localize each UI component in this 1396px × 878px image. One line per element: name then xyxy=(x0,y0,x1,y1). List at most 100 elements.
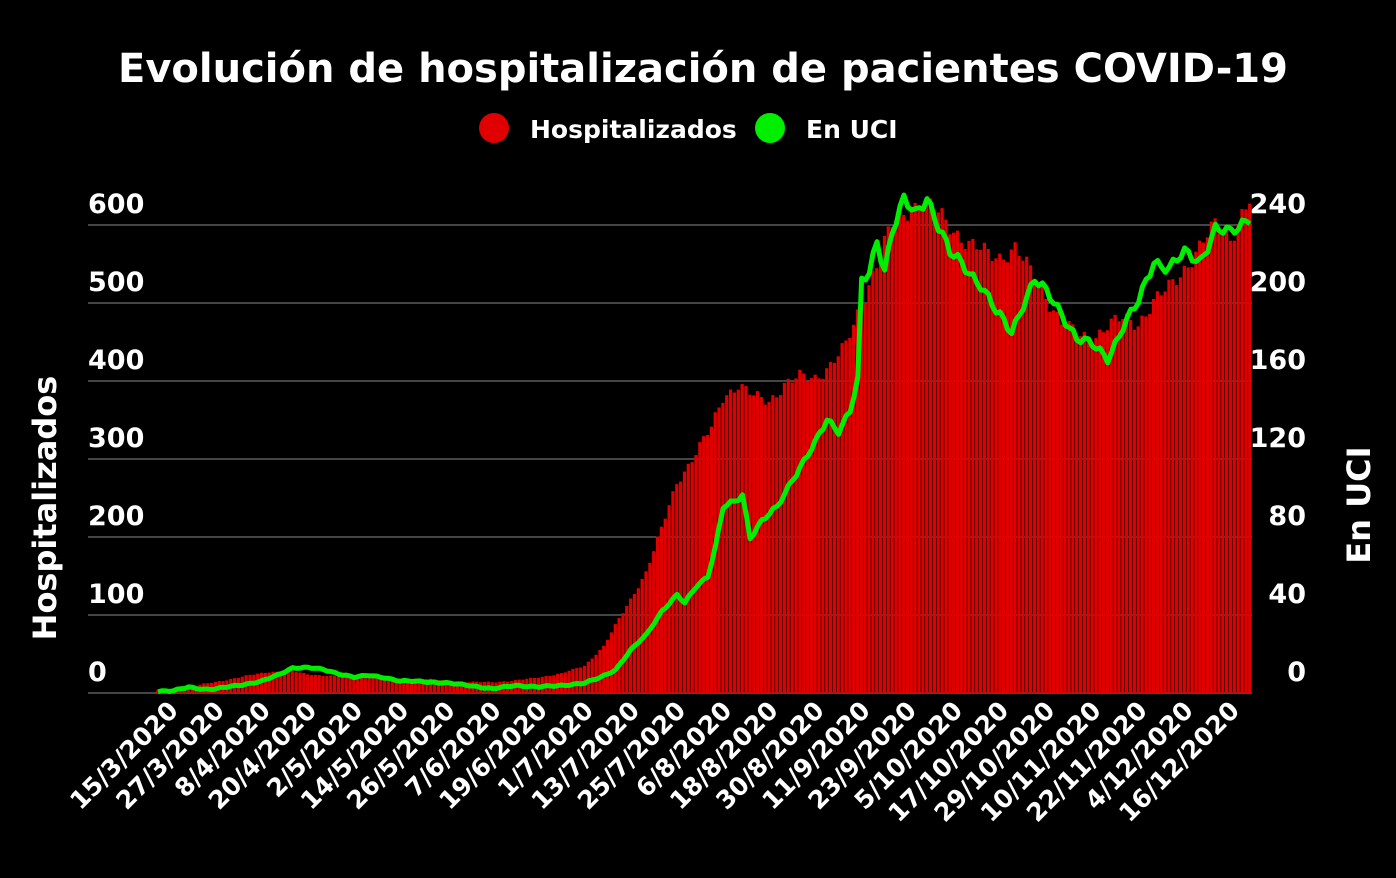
hospitalizados-bar xyxy=(936,212,940,693)
hospitalizados-bar xyxy=(267,672,271,693)
hospitalizados-bar xyxy=(605,639,610,693)
hospitalizados-bar xyxy=(994,258,998,693)
hospitalizados-bar xyxy=(948,234,952,693)
hospitalizados-bar xyxy=(1209,221,1213,694)
hospitalizados-bar xyxy=(363,678,367,693)
hospitalizados-bar xyxy=(1148,314,1152,693)
hospitalizados-bar xyxy=(729,389,733,693)
left-tick-label: 100 xyxy=(88,579,144,610)
right-tick-label: 240 xyxy=(1250,189,1306,220)
right-tick-label: 200 xyxy=(1250,267,1306,298)
legend-label-hospitalizados: Hospitalizados xyxy=(530,115,737,144)
hospitalizados-bar xyxy=(275,671,279,693)
hospitalizados-bar xyxy=(982,242,986,694)
hospitalizados-bar xyxy=(1105,330,1110,693)
hospitalizados-bar xyxy=(1144,316,1148,693)
y-right-axis-title: En UCI xyxy=(1340,446,1378,563)
hospitalizados-bar xyxy=(913,202,917,693)
hospitalizados-bar xyxy=(686,463,690,693)
hospitalizados-bar xyxy=(1009,249,1013,693)
hospitalizados-bar xyxy=(409,679,414,693)
hospitalizados-bar xyxy=(1028,265,1033,693)
hospitalizados-bar xyxy=(294,672,298,693)
hospitalizados-bar xyxy=(813,374,817,693)
hospitalizados-bar xyxy=(371,677,375,693)
hospitalizados-bar xyxy=(575,668,579,693)
hospitalizados-bar xyxy=(579,667,583,693)
right-tick-label: 120 xyxy=(1250,423,1306,454)
hospitalizados-bar xyxy=(448,681,452,693)
hospitalizados-bar xyxy=(425,679,429,693)
hospitalizados-bar xyxy=(1213,218,1217,693)
hospitalizados-bar xyxy=(598,649,602,693)
hospitalizados-bar xyxy=(840,343,844,693)
hospitalizados-bar xyxy=(617,618,621,693)
hospitalizados-bar xyxy=(1194,251,1198,693)
hospitalizados-bar xyxy=(325,676,329,693)
hospitalizados-bar xyxy=(379,678,383,693)
hospitalizados-bar xyxy=(563,672,567,693)
hospitalizados-bar xyxy=(1078,336,1083,693)
hospitalizados-bar xyxy=(809,378,813,693)
hospitalizados-bar xyxy=(775,397,779,693)
hospitalizados-bar xyxy=(367,678,371,693)
hospitalizados-bar xyxy=(1182,265,1186,693)
hospitalizados-bar xyxy=(306,674,310,693)
hospitalizados-bar xyxy=(875,268,879,693)
hospitalizados-bar xyxy=(1113,314,1117,693)
hospitalizados-bar xyxy=(621,613,625,693)
hospitalizados-bar xyxy=(290,670,294,693)
hospitalizados-bar xyxy=(959,242,963,693)
chart-title: Evolución de hospitalización de paciente… xyxy=(118,46,1288,92)
hospitalizados-bar xyxy=(721,402,725,693)
right-tick-label: 80 xyxy=(1268,501,1306,532)
hospitalizados-bar xyxy=(1217,233,1221,694)
hospitalizados-bar xyxy=(582,665,587,693)
hospitalizados-bar xyxy=(348,677,352,693)
hospitalizados-bar xyxy=(902,214,906,693)
hospitalizados-bar xyxy=(1005,262,1010,693)
hospitalizados-bar xyxy=(836,356,840,693)
legend-marker-en-uci xyxy=(755,113,785,143)
hospitalizados-bar xyxy=(1121,318,1125,693)
hospitalizados-bar xyxy=(1025,256,1029,693)
hospitalizados-bar xyxy=(690,462,694,693)
hospitalizados-bar xyxy=(1017,255,1021,693)
hospitalizados-bar xyxy=(944,219,948,694)
hospitalizados-bar xyxy=(1002,259,1006,693)
hospitalizados-bar xyxy=(802,373,806,693)
hospitalizados-bar xyxy=(1178,277,1183,693)
hospitalizados-bar xyxy=(1075,336,1079,693)
hospitalizados-bar xyxy=(1155,291,1160,693)
hospitalizados-bar xyxy=(717,407,721,693)
hospitalizados-bar xyxy=(794,378,798,693)
hospitalizados-bar xyxy=(1044,298,1048,693)
hospitalizados-bar xyxy=(402,678,406,693)
hospitalizados-bar xyxy=(667,505,671,693)
hospitalizados-bar xyxy=(567,670,571,693)
hospitalizados-bar xyxy=(682,471,687,693)
hospitalizados-bar xyxy=(1248,203,1252,693)
hospitalizados-bar xyxy=(725,395,729,693)
hospitalizados-bar xyxy=(406,679,410,693)
hospitalizados-bar xyxy=(282,671,287,693)
hospitalizados-bar xyxy=(1205,237,1210,693)
right-tick-label: 0 xyxy=(1287,657,1306,688)
hospitalizados-bar xyxy=(1098,329,1102,693)
hospitalizados-bar xyxy=(755,391,760,693)
legend: Hospitalizados En UCI xyxy=(479,113,898,144)
hospitalizados-bar xyxy=(671,491,675,693)
hospitalizados-bar xyxy=(1071,324,1075,693)
hospitalizados-bar xyxy=(1201,242,1206,693)
hospitalizados-bar xyxy=(352,677,356,693)
hospitalizados-bar xyxy=(963,248,967,693)
hospitalizados-bar xyxy=(586,661,590,693)
hospitalizados-bar xyxy=(1013,242,1017,693)
hospitalizados-bar xyxy=(375,677,379,693)
hospitalizados-bar xyxy=(998,253,1002,693)
hospitalizados-bar xyxy=(1136,326,1140,693)
hospitalizados-bar xyxy=(1140,315,1144,693)
hospitalizados-bar xyxy=(1221,235,1225,693)
hospitalizados-bar xyxy=(317,675,321,693)
